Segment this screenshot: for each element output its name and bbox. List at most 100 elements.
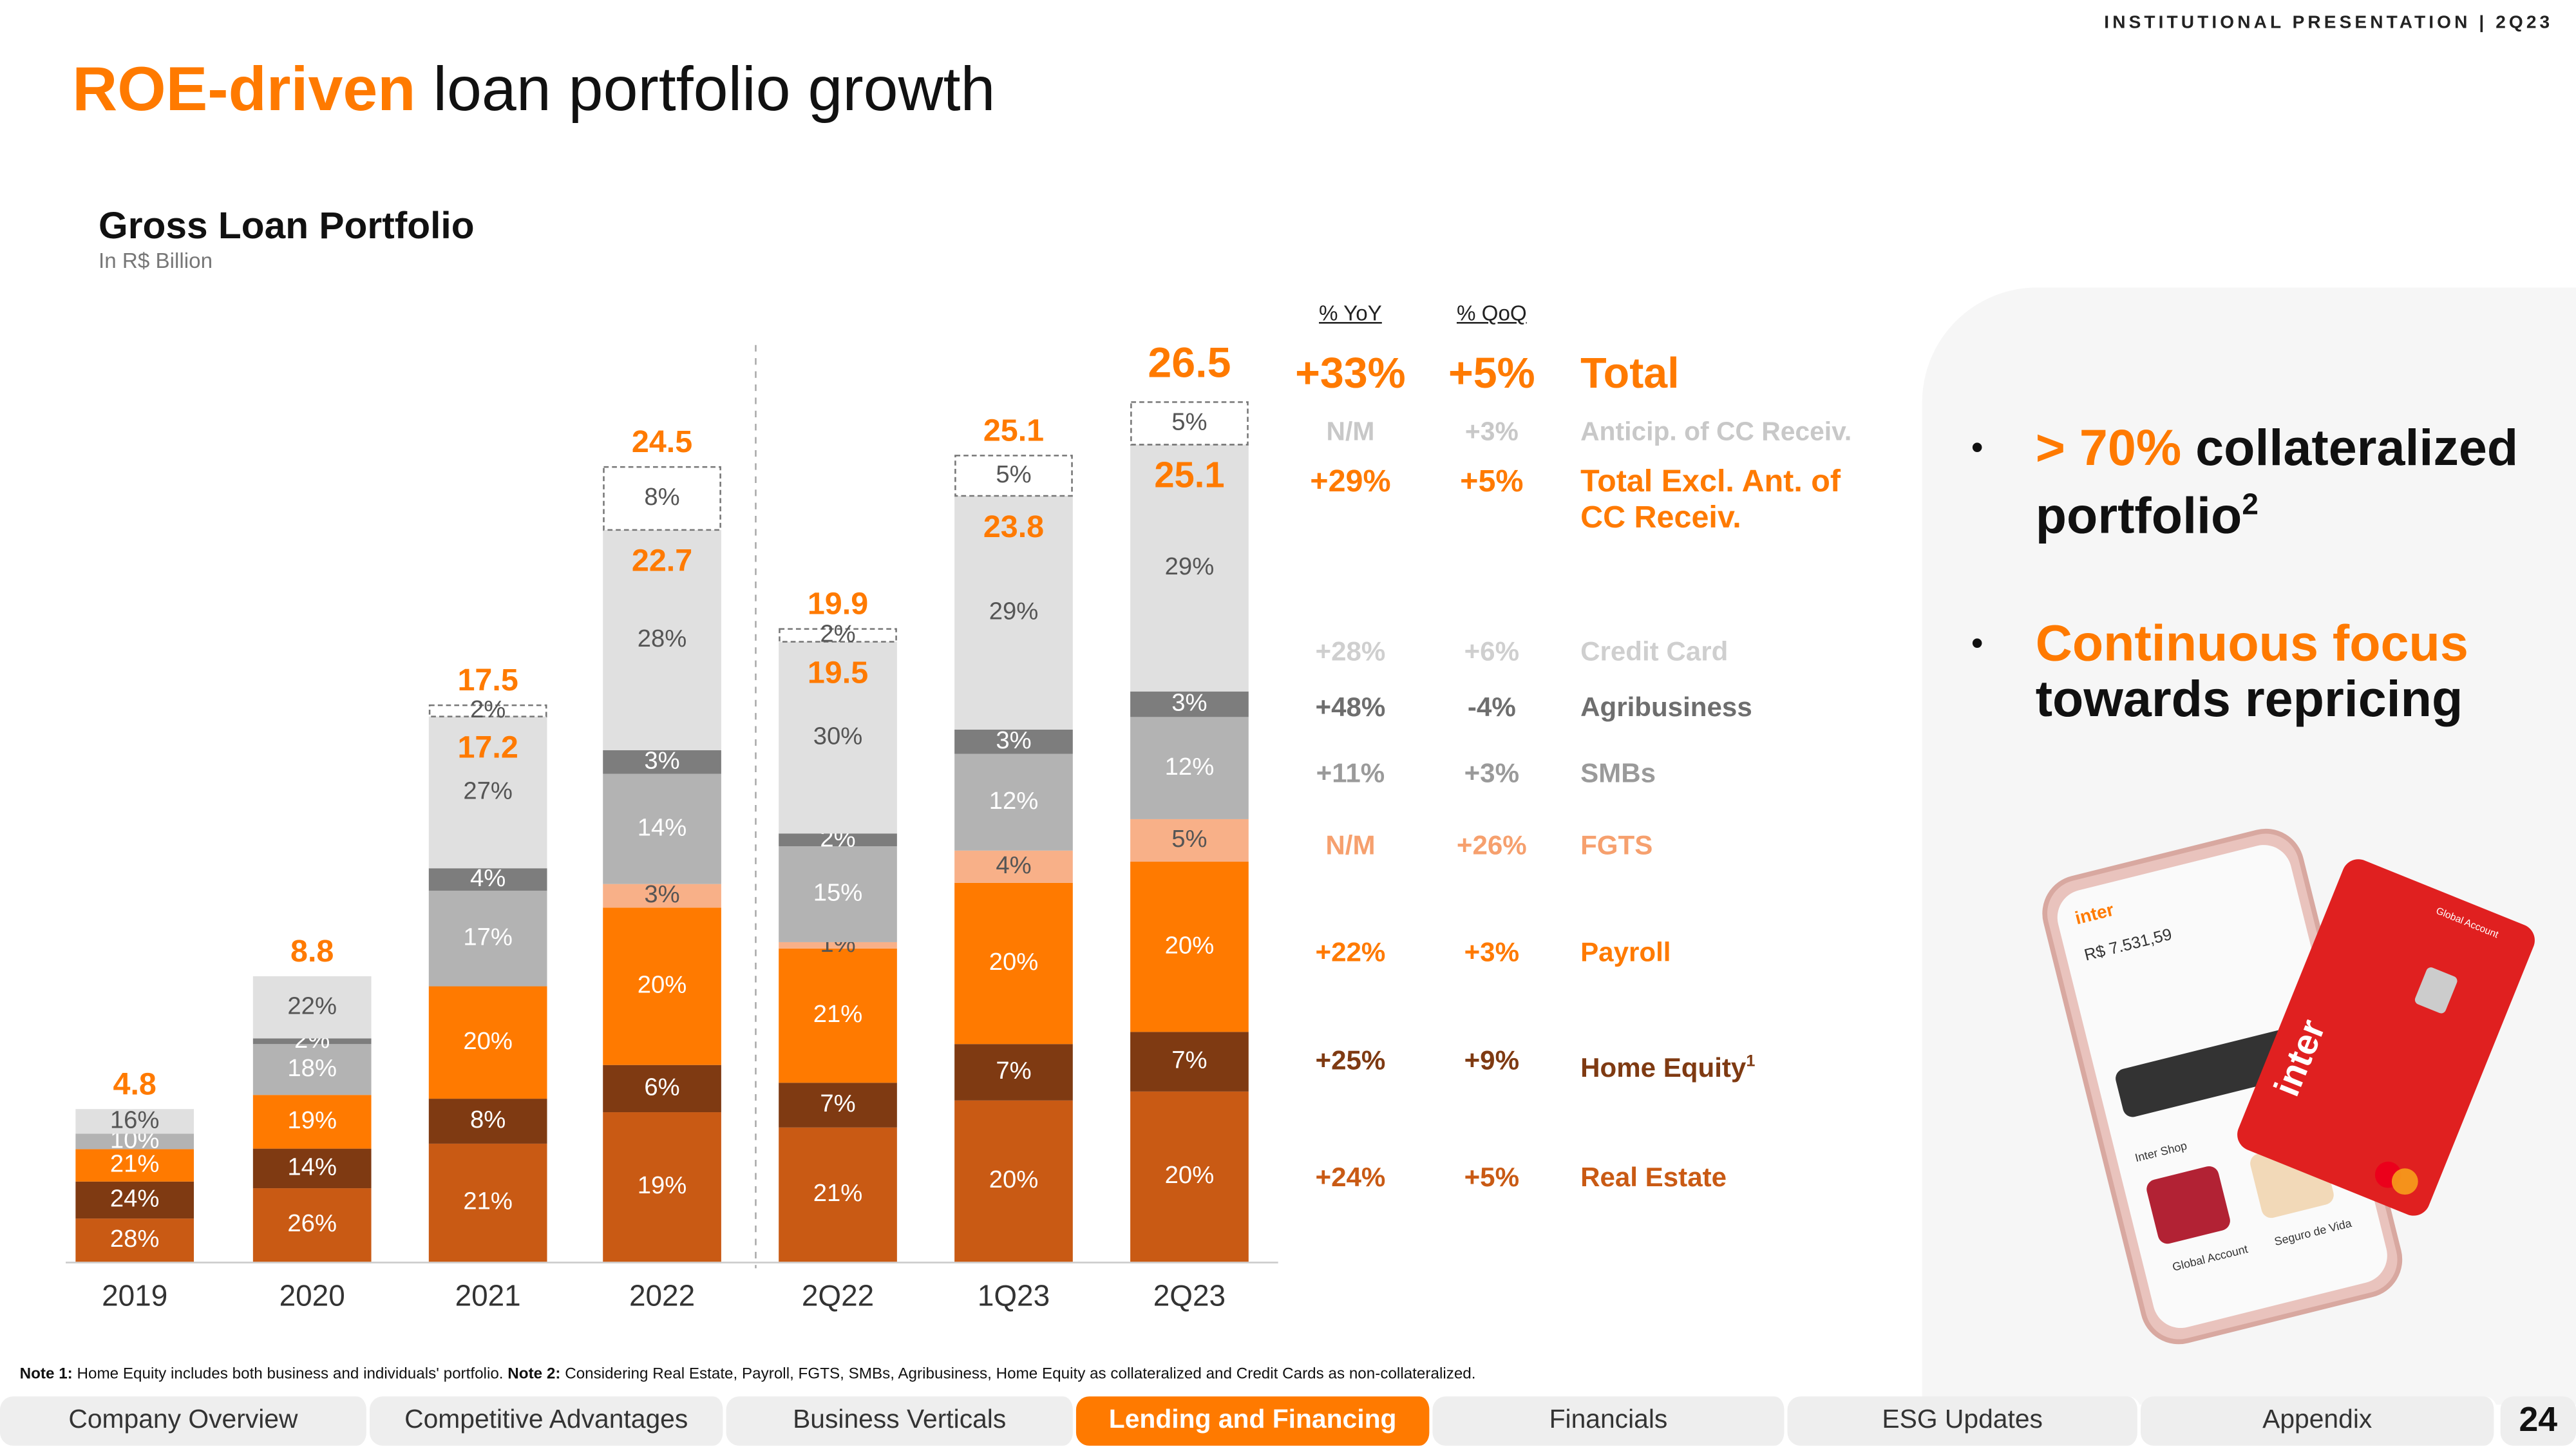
segment-label: 29% — [1165, 553, 1215, 580]
card: Global Account inter — [2237, 859, 2535, 1216]
segment-label: 2% — [820, 620, 855, 648]
excl-total-label: 25.1 — [1154, 454, 1224, 495]
segment-label: 27% — [463, 777, 513, 805]
total-label: 8.8 — [290, 934, 334, 969]
excl-total-label: 17.2 — [457, 730, 518, 764]
card-logo — [2391, 1168, 2418, 1195]
bar-segment — [954, 455, 1073, 497]
table-row: +22% +3% Payroll — [0, 938, 1922, 978]
qoq-value: +5% — [1460, 464, 1524, 499]
nav-tab[interactable]: Company Overview — [0, 1396, 370, 1446]
segment-label: 20% — [1165, 931, 1215, 959]
excl-total-label: 22.7 — [632, 544, 692, 578]
footnotes: Note 1: Home Equity includes both busine… — [20, 1365, 1476, 1383]
bar-segment — [252, 1188, 372, 1262]
x-tick-label: 2Q22 — [802, 1278, 874, 1312]
segment-label: 26% — [287, 1209, 337, 1237]
segment-label: 7% — [820, 1090, 855, 1117]
row-name-text: Total — [1580, 348, 1680, 399]
table-row: N/M +3% Anticip. of CC Receiv. — [0, 418, 1922, 457]
row-name-text: Home Equity — [1580, 1054, 1747, 1084]
nav-tab[interactable]: ESG Updates — [1787, 1396, 2141, 1446]
table-row: +28% +6% Credit Card — [0, 638, 1922, 677]
bar-segment — [954, 729, 1073, 754]
segment-label: 8% — [470, 1106, 506, 1133]
x-tick-label: 2020 — [279, 1278, 345, 1312]
qoq-value: +9% — [1464, 1046, 1520, 1077]
segment-label: 2% — [470, 696, 506, 723]
segment-label: 29% — [989, 598, 1039, 625]
segment-label: 7% — [1171, 1046, 1207, 1074]
row-name: Total — [1580, 349, 1909, 401]
bar-segment — [954, 753, 1073, 851]
row-name-note: 1 — [1746, 1053, 1756, 1072]
segment-label: 20% — [989, 948, 1039, 976]
bar-segment — [954, 1100, 1073, 1262]
bar-segment — [779, 641, 897, 834]
page-title: ROE-driven loan portfolio growth — [72, 56, 995, 127]
segment-label: 20% — [989, 1166, 1039, 1193]
nav-tab[interactable]: Competitive Advantages — [369, 1396, 726, 1446]
row-name-text: Anticip. of CC Receiv. — [1580, 419, 1852, 448]
nav-tab[interactable]: Business Verticals — [726, 1396, 1076, 1446]
chart-title: Gross Loan Portfolio — [99, 204, 475, 247]
segment-label: 21% — [463, 1188, 513, 1215]
qoq-value: +26% — [1456, 831, 1527, 861]
bar-segment — [1130, 1091, 1249, 1262]
bar-segment — [603, 907, 721, 1065]
segment-label: 4% — [470, 864, 506, 892]
segment-label: 22% — [287, 992, 337, 1019]
bar-segment — [428, 868, 547, 891]
qoq-value: +3% — [1464, 759, 1520, 789]
yoy-value: +22% — [1315, 938, 1386, 968]
qoq-value: +3% — [1464, 938, 1520, 968]
bar-segment — [252, 1044, 372, 1095]
column-header: % YoY — [1319, 300, 1382, 326]
nav-tab[interactable]: Appendix — [2140, 1396, 2497, 1446]
nav-tab[interactable]: Financials — [1432, 1396, 1788, 1446]
x-tick-label: 2021 — [455, 1278, 521, 1312]
segment-label: 28% — [110, 1225, 160, 1253]
qoq-value: +3% — [1464, 419, 1519, 448]
row-name-text: Agribusiness — [1580, 693, 1752, 723]
bar-segment — [75, 1181, 194, 1219]
bar-segment — [252, 1038, 372, 1045]
segment-label: 14% — [287, 1153, 337, 1180]
bar-segment — [954, 882, 1073, 1045]
bar-segment — [603, 1065, 721, 1113]
segment-label: 5% — [1171, 825, 1207, 853]
segment-label: 21% — [110, 1150, 160, 1178]
bar-segment — [428, 1099, 547, 1144]
qoq-value: +5% — [1448, 348, 1535, 399]
segment-label: 12% — [1165, 753, 1215, 781]
row-name: Payroll — [1580, 938, 1909, 971]
bar-segment — [779, 628, 897, 643]
segment-label: 16% — [110, 1106, 160, 1133]
nav-tab[interactable]: Lending and Financing — [1075, 1396, 1433, 1446]
nav-bar: Company Overview Competitive Advantages Bu… — [0, 1396, 2576, 1449]
bar-segment — [779, 1083, 897, 1128]
segment-label: 14% — [638, 813, 687, 841]
row-name-text: Payroll — [1580, 938, 1671, 968]
segment-label: 5% — [1171, 408, 1207, 435]
bar-segment — [75, 1133, 194, 1150]
yoy-value: +48% — [1315, 693, 1386, 723]
yoy-value: N/M — [1326, 419, 1375, 448]
segment-label: 12% — [989, 787, 1039, 815]
total-label: 19.9 — [808, 587, 868, 621]
segment-label: 3% — [1171, 689, 1207, 717]
bullet-highlight: > 70% — [2035, 419, 2182, 477]
product-illustration: inter R$ 7.531,59 Inter Shop Global Acco… — [2042, 828, 2535, 1345]
segment-label: 5% — [996, 460, 1031, 488]
bar-segment — [954, 1044, 1073, 1101]
bullet-note: 2 — [2242, 488, 2259, 521]
bar-segment — [954, 495, 1073, 730]
total-label: 25.1 — [983, 413, 1044, 448]
bar-segment — [603, 750, 721, 774]
bar-segment — [1130, 819, 1249, 862]
row-name-text: Credit Card — [1580, 638, 1728, 667]
bar-segment — [1130, 401, 1249, 446]
bar-segment — [252, 1148, 372, 1189]
